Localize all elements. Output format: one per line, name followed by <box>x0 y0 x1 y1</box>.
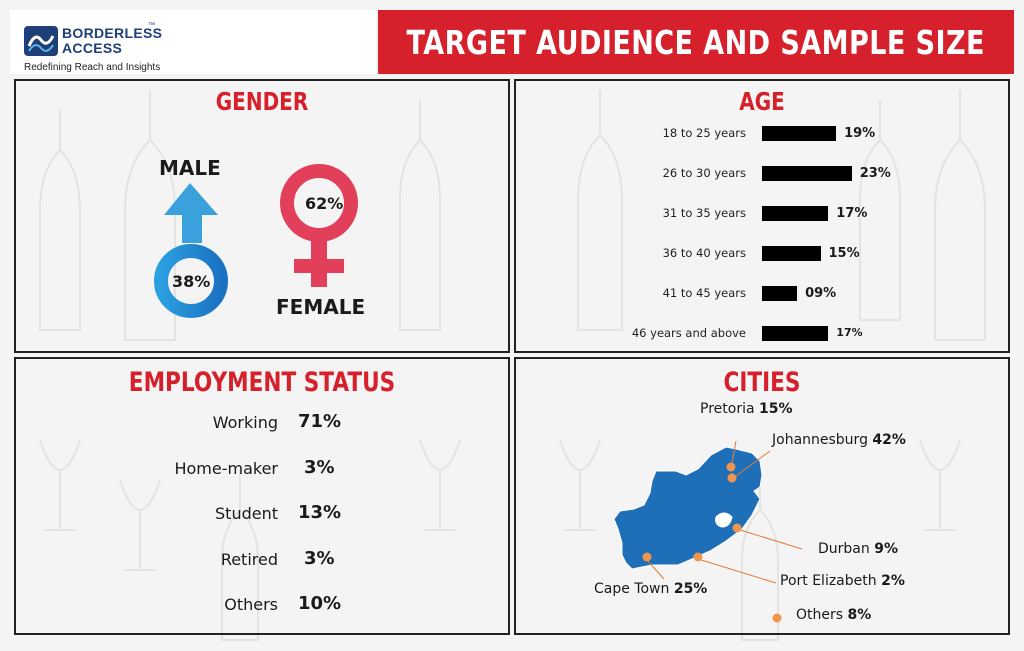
age-bar-value: 19% <box>844 126 876 141</box>
city-others-value: 8% <box>847 607 872 623</box>
city-cape-town: Cape Town 25% <box>594 581 707 597</box>
brand-logo: BORDERLESS ACCESS ™ Redefining Reach and… <box>10 10 376 74</box>
age-row-label: 18 to 25 years <box>662 126 746 140</box>
port-elizabeth-dot <box>693 552 703 562</box>
cape-town-leader <box>645 558 665 580</box>
age-bar <box>762 326 829 341</box>
employment-value: 3% <box>304 547 335 569</box>
age-title: AGE <box>739 87 785 116</box>
employment-label: Others <box>224 595 278 614</box>
port-elizabeth-leader <box>697 558 777 584</box>
city-durban-name: Durban <box>818 541 870 557</box>
male-symbol-icon <box>154 183 228 318</box>
logo-line1: BORDERLESS <box>62 25 163 41</box>
logo-trademark: ™ <box>148 22 155 29</box>
age-bar <box>762 166 852 181</box>
male-value: 38% <box>172 272 211 291</box>
age-bar-value: 17% <box>836 206 868 221</box>
employment-value: 71% <box>298 411 342 432</box>
city-others-name: Others <box>796 607 844 623</box>
age-panel: AGE 18 to 25 years 19% 26 to 30 years 23% 31… <box>514 79 1010 353</box>
city-others: Others 8% <box>796 607 871 623</box>
cities-title: CITIES <box>723 367 801 398</box>
others-dot <box>772 613 782 623</box>
age-bar <box>762 126 837 141</box>
durban-leader <box>736 528 803 550</box>
age-bar <box>762 206 829 221</box>
age-row-label: 36 to 40 years <box>662 246 746 260</box>
female-label: FEMALE <box>276 295 366 319</box>
johannesburg-leader <box>731 450 771 480</box>
employment-value: 10% <box>298 593 342 614</box>
logo-name: BORDERLESS ACCESS <box>62 26 162 56</box>
city-johannesburg-value: 42% <box>872 432 906 448</box>
logo-line2: ACCESS <box>62 40 123 56</box>
age-row-label: 41 to 45 years <box>662 286 746 300</box>
female-value: 62% <box>305 194 344 213</box>
city-johannesburg: Johannesburg 42% <box>772 432 906 448</box>
employment-value: 3% <box>304 456 335 478</box>
employment-value: 13% <box>298 502 342 523</box>
age-bar <box>762 286 798 301</box>
page-title: TARGET AUDIENCE AND SAMPLE SIZE <box>406 22 986 62</box>
city-port-elizabeth: Port Elizabeth 2% <box>780 573 905 589</box>
employment-label: Working <box>212 413 278 432</box>
age-row-label: 26 to 30 years <box>662 166 746 180</box>
age-row-label: 46 years and above <box>631 326 746 340</box>
employment-panel: EMPLOYMENT STATUS Working 71% Home-maker 3%… <box>14 357 510 635</box>
south-africa-shape <box>613 446 763 570</box>
city-pretoria: Pretoria 15% <box>700 401 793 417</box>
city-cape-town-name: Cape Town <box>594 581 670 597</box>
city-pretoria-name: Pretoria <box>700 401 755 417</box>
age-bar <box>762 246 821 261</box>
gender-panel: GENDER MALE 38% 62% FEMALE <box>14 79 510 353</box>
city-cape-town-value: 25% <box>673 581 708 597</box>
pretoria-dot <box>726 462 736 472</box>
city-durban-value: 9% <box>874 541 898 557</box>
title-banner: TARGET AUDIENCE AND SAMPLE SIZE <box>378 10 1014 74</box>
age-row-label: 31 to 35 years <box>662 206 746 220</box>
employment-label: Home-maker <box>174 458 278 478</box>
city-durban: Durban 9% <box>818 541 898 557</box>
borderless-access-logo-icon <box>24 26 58 56</box>
age-bar-value: 09% <box>805 286 837 301</box>
employment-title: EMPLOYMENT STATUS <box>128 367 396 398</box>
age-bar-value: 17% <box>836 326 863 339</box>
south-africa-map <box>613 440 803 623</box>
age-bar-value: 15% <box>828 246 860 261</box>
cape-town-dot <box>642 552 652 562</box>
durban-dot <box>732 523 742 533</box>
city-johannesburg-name: Johannesburg <box>772 432 868 448</box>
city-pretoria-value: 15% <box>759 401 793 417</box>
johannesburg-dot <box>727 473 737 483</box>
gender-title: GENDER <box>215 87 309 116</box>
female-symbol-icon <box>280 164 358 287</box>
male-label: MALE <box>159 156 221 180</box>
city-port-elizabeth-name: Port Elizabeth <box>780 573 877 589</box>
logo-tagline: Redefining Reach and Insights <box>24 62 161 73</box>
employment-label: Student <box>215 504 278 523</box>
age-bar-value: 23% <box>859 166 891 181</box>
cities-panel: CITIES Pretoria 15% Johannesburg 42% Dur… <box>514 357 1010 635</box>
employment-label: Retired <box>220 549 278 569</box>
city-port-elizabeth-value: 2% <box>881 573 905 589</box>
